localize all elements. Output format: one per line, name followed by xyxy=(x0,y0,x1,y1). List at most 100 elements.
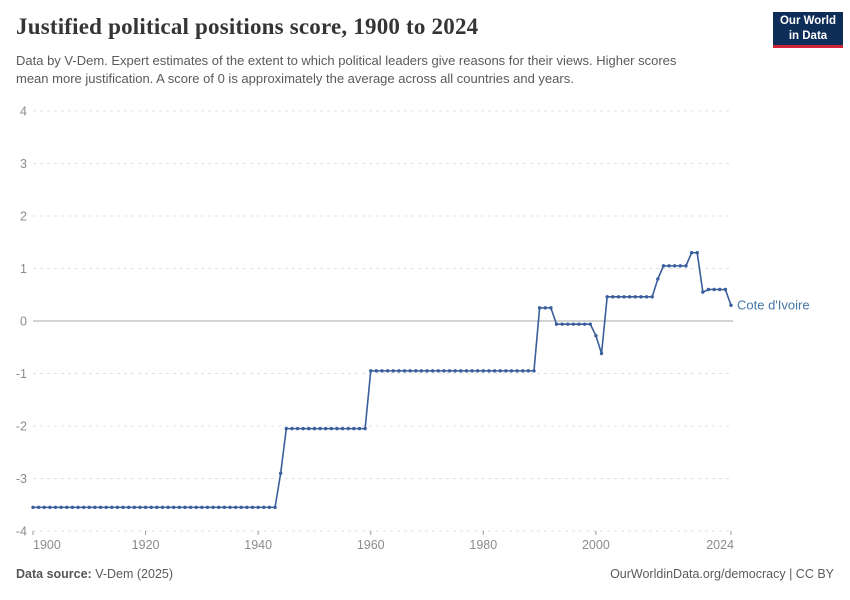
data-point[interactable] xyxy=(262,505,266,510)
data-point[interactable] xyxy=(143,505,148,510)
data-point[interactable] xyxy=(104,505,108,510)
data-point[interactable] xyxy=(509,369,514,373)
data-point[interactable] xyxy=(172,505,176,510)
data-point[interactable] xyxy=(718,287,722,292)
chart-canvas[interactable]: 4 3 2 1 0 -1 -2 -3 -4 1900 1920 1940 1960 1980 2000 202… xyxy=(0,100,850,560)
data-point[interactable] xyxy=(521,369,525,373)
data-point[interactable] xyxy=(346,426,350,431)
data-point[interactable] xyxy=(273,505,277,510)
data-point[interactable] xyxy=(76,505,80,510)
data-point[interactable] xyxy=(340,426,345,431)
data-point[interactable] xyxy=(689,251,694,255)
data-point[interactable] xyxy=(481,369,486,373)
data-point[interactable] xyxy=(380,369,384,373)
data-point[interactable] xyxy=(70,505,75,510)
data-point[interactable] xyxy=(53,505,58,510)
data-point[interactable] xyxy=(560,322,564,326)
data-point[interactable] xyxy=(267,505,272,510)
data-point[interactable] xyxy=(453,369,457,373)
data-point[interactable] xyxy=(36,505,41,510)
data-point[interactable] xyxy=(554,322,559,326)
data-point[interactable] xyxy=(324,426,328,431)
data-point[interactable] xyxy=(594,334,598,338)
entity-label[interactable]: Cote d'Ivoire xyxy=(737,297,810,312)
data-point[interactable] xyxy=(369,369,373,373)
data-point[interactable] xyxy=(475,369,480,373)
data-point[interactable] xyxy=(59,505,63,510)
data-point[interactable] xyxy=(616,295,621,299)
data-point[interactable] xyxy=(48,505,52,510)
data-point[interactable] xyxy=(526,369,531,373)
data-point[interactable] xyxy=(464,369,469,373)
data-point[interactable] xyxy=(549,306,553,310)
data-point[interactable] xyxy=(115,505,120,510)
data-point[interactable] xyxy=(712,287,716,292)
owid-logo[interactable]: Our World in Data xyxy=(773,12,843,48)
data-point[interactable] xyxy=(504,369,508,373)
data-point[interactable] xyxy=(239,505,243,510)
data-point[interactable] xyxy=(318,426,322,431)
data-point[interactable] xyxy=(250,505,255,510)
data-point[interactable] xyxy=(290,426,294,431)
data-point[interactable] xyxy=(633,295,638,299)
data-point[interactable] xyxy=(205,505,210,510)
data-point[interactable] xyxy=(357,426,362,431)
data-point[interactable] xyxy=(605,295,609,299)
data-point[interactable] xyxy=(126,505,131,510)
data-point[interactable] xyxy=(245,505,249,510)
data-point[interactable] xyxy=(695,251,699,255)
data-point[interactable] xyxy=(577,322,581,326)
data-point[interactable] xyxy=(706,287,711,292)
data-point[interactable] xyxy=(498,369,502,373)
data-point[interactable] xyxy=(256,505,260,510)
data-point[interactable] xyxy=(673,264,677,268)
data-point[interactable] xyxy=(487,369,491,373)
data-point[interactable] xyxy=(233,505,238,510)
data-point[interactable] xyxy=(166,505,170,510)
data-point[interactable] xyxy=(228,505,232,510)
data-point[interactable] xyxy=(419,369,424,373)
data-point[interactable] xyxy=(211,505,215,510)
data-point[interactable] xyxy=(284,426,289,431)
data-point[interactable] xyxy=(391,369,395,373)
data-point[interactable] xyxy=(599,351,604,356)
data-point[interactable] xyxy=(31,505,35,510)
data-point[interactable] xyxy=(177,505,182,510)
data-point[interactable] xyxy=(425,369,429,373)
data-point[interactable] xyxy=(644,295,649,299)
data-point[interactable] xyxy=(532,369,536,373)
data-point[interactable] xyxy=(374,369,379,373)
data-point[interactable] xyxy=(132,505,137,510)
data-point[interactable] xyxy=(81,505,86,510)
data-point[interactable] xyxy=(188,505,193,510)
data-point[interactable] xyxy=(650,295,654,299)
data-point[interactable] xyxy=(194,505,198,510)
data-point[interactable] xyxy=(160,505,165,510)
data-point[interactable] xyxy=(222,505,227,510)
data-point[interactable] xyxy=(661,264,666,268)
data-point[interactable] xyxy=(729,303,733,307)
data-point[interactable] xyxy=(492,369,497,373)
data-point[interactable] xyxy=(307,426,311,431)
data-point[interactable] xyxy=(459,369,463,373)
data-point[interactable] xyxy=(138,505,142,510)
data-point[interactable] xyxy=(571,322,576,326)
data-point[interactable] xyxy=(121,505,125,510)
data-point[interactable] xyxy=(87,505,91,510)
data-point[interactable] xyxy=(684,264,688,268)
data-point[interactable] xyxy=(335,426,339,431)
data-point[interactable] xyxy=(537,306,542,310)
data-point[interactable] xyxy=(301,426,305,431)
data-point[interactable] xyxy=(582,322,587,326)
data-point[interactable] xyxy=(93,505,97,510)
data-line[interactable] xyxy=(33,251,732,509)
data-point[interactable] xyxy=(656,277,660,281)
credit-link[interactable]: OurWorldinData.org/democracy | CC BY xyxy=(610,567,834,581)
data-point[interactable] xyxy=(385,369,390,373)
data-point[interactable] xyxy=(408,369,412,373)
data-point[interactable] xyxy=(515,369,519,373)
data-point[interactable] xyxy=(588,322,592,326)
data-point[interactable] xyxy=(622,295,626,299)
data-point[interactable] xyxy=(414,369,418,373)
data-point[interactable] xyxy=(155,505,159,510)
